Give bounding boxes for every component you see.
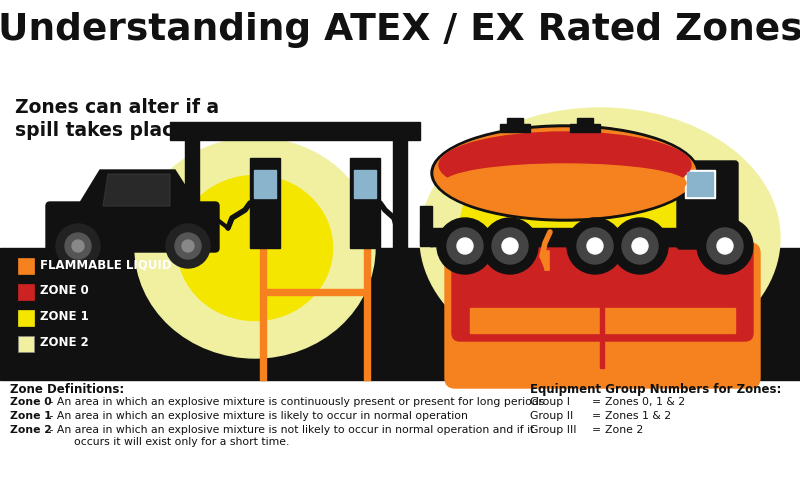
Text: Understanding ATEX / EX Rated Zones: Understanding ATEX / EX Rated Zones [0, 12, 800, 48]
Ellipse shape [580, 158, 720, 298]
Text: Equipment Group Numbers for Zones:: Equipment Group Numbers for Zones: [530, 383, 782, 396]
Text: =: = [592, 425, 601, 435]
Circle shape [632, 238, 648, 254]
Polygon shape [103, 174, 170, 206]
Bar [18, 258, 34, 274]
Bar [570, 124, 600, 132]
FancyBboxPatch shape [445, 243, 760, 388]
Circle shape [587, 238, 603, 254]
Polygon shape [78, 170, 198, 206]
Ellipse shape [178, 176, 333, 321]
Bar [507, 118, 523, 124]
Bar [393, 140, 407, 248]
Bar [250, 158, 280, 248]
Bar [430, 228, 680, 234]
Text: FLAMMABLE LIQUID: FLAMMABLE LIQUID [40, 259, 171, 272]
Text: =: = [592, 397, 601, 407]
FancyBboxPatch shape [46, 202, 219, 252]
Bar [260, 248, 266, 380]
Bar [354, 170, 376, 198]
Bar [470, 308, 735, 333]
Circle shape [72, 240, 84, 252]
Text: Zone Definitions:: Zone Definitions: [10, 383, 124, 396]
Text: occurs it will exist only for a short time.: occurs it will exist only for a short ti… [46, 437, 290, 447]
Ellipse shape [135, 138, 375, 358]
Bar [18, 336, 34, 352]
Bar [500, 124, 530, 132]
Bar [577, 118, 593, 124]
Text: Zones 1 & 2: Zones 1 & 2 [605, 411, 671, 421]
FancyBboxPatch shape [452, 245, 753, 341]
Circle shape [707, 228, 743, 264]
Text: Group I: Group I [530, 397, 570, 407]
Bar [18, 310, 34, 326]
Text: Zone 2: Zone 2 [10, 425, 52, 435]
Bar [430, 234, 680, 240]
Ellipse shape [431, 125, 699, 221]
Circle shape [612, 218, 668, 274]
Text: =: = [592, 411, 601, 421]
Bar [254, 170, 276, 198]
Bar [350, 158, 380, 248]
Text: - An area in which an explosive mixture is continuously present or present for l: - An area in which an explosive mixture … [46, 397, 545, 407]
Bar [170, 122, 420, 140]
Bar [685, 170, 715, 198]
Circle shape [437, 218, 493, 274]
Bar [600, 258, 604, 368]
Circle shape [567, 218, 623, 274]
Bar [420, 206, 432, 246]
Text: Zone 0: Zone 0 [10, 397, 52, 407]
Circle shape [65, 233, 91, 259]
Bar [18, 284, 34, 300]
Circle shape [502, 238, 518, 254]
Text: Group II: Group II [530, 411, 574, 421]
Circle shape [482, 218, 538, 274]
Ellipse shape [439, 132, 691, 198]
Circle shape [182, 240, 194, 252]
Circle shape [56, 224, 100, 268]
Bar [0, 248, 800, 380]
Text: - An area in which an explosive mixture is likely to occur in normal operation: - An area in which an explosive mixture … [46, 411, 468, 421]
Bar [430, 240, 680, 246]
Text: Zone 1: Zone 1 [10, 411, 52, 421]
Bar [364, 248, 370, 380]
Circle shape [166, 224, 210, 268]
Ellipse shape [434, 128, 696, 218]
Ellipse shape [460, 158, 600, 298]
Circle shape [447, 228, 483, 264]
Bar [263, 289, 364, 295]
Circle shape [577, 228, 613, 264]
Circle shape [457, 238, 473, 254]
Circle shape [697, 218, 753, 274]
Text: Zones can alter if a
spill takes place.: Zones can alter if a spill takes place. [15, 98, 219, 141]
Bar [185, 140, 199, 248]
Text: Zone 2: Zone 2 [605, 425, 643, 435]
Ellipse shape [420, 108, 780, 368]
Ellipse shape [444, 164, 686, 202]
Circle shape [622, 228, 658, 264]
Circle shape [717, 238, 733, 254]
Text: Group III: Group III [530, 425, 577, 435]
Circle shape [175, 233, 201, 259]
Text: Zones 0, 1 & 2: Zones 0, 1 & 2 [605, 397, 685, 407]
Text: ZONE 0: ZONE 0 [40, 285, 89, 298]
Bar [0, 95, 800, 248]
Text: - An area in which an explosive mixture is not likely to occur in normal operati: - An area in which an explosive mixture … [46, 425, 534, 435]
Text: ZONE 1: ZONE 1 [40, 311, 89, 324]
Bar [430, 232, 710, 246]
Circle shape [492, 228, 528, 264]
Bar [687, 172, 713, 196]
Text: ZONE 2: ZONE 2 [40, 336, 89, 349]
FancyBboxPatch shape [677, 161, 738, 249]
